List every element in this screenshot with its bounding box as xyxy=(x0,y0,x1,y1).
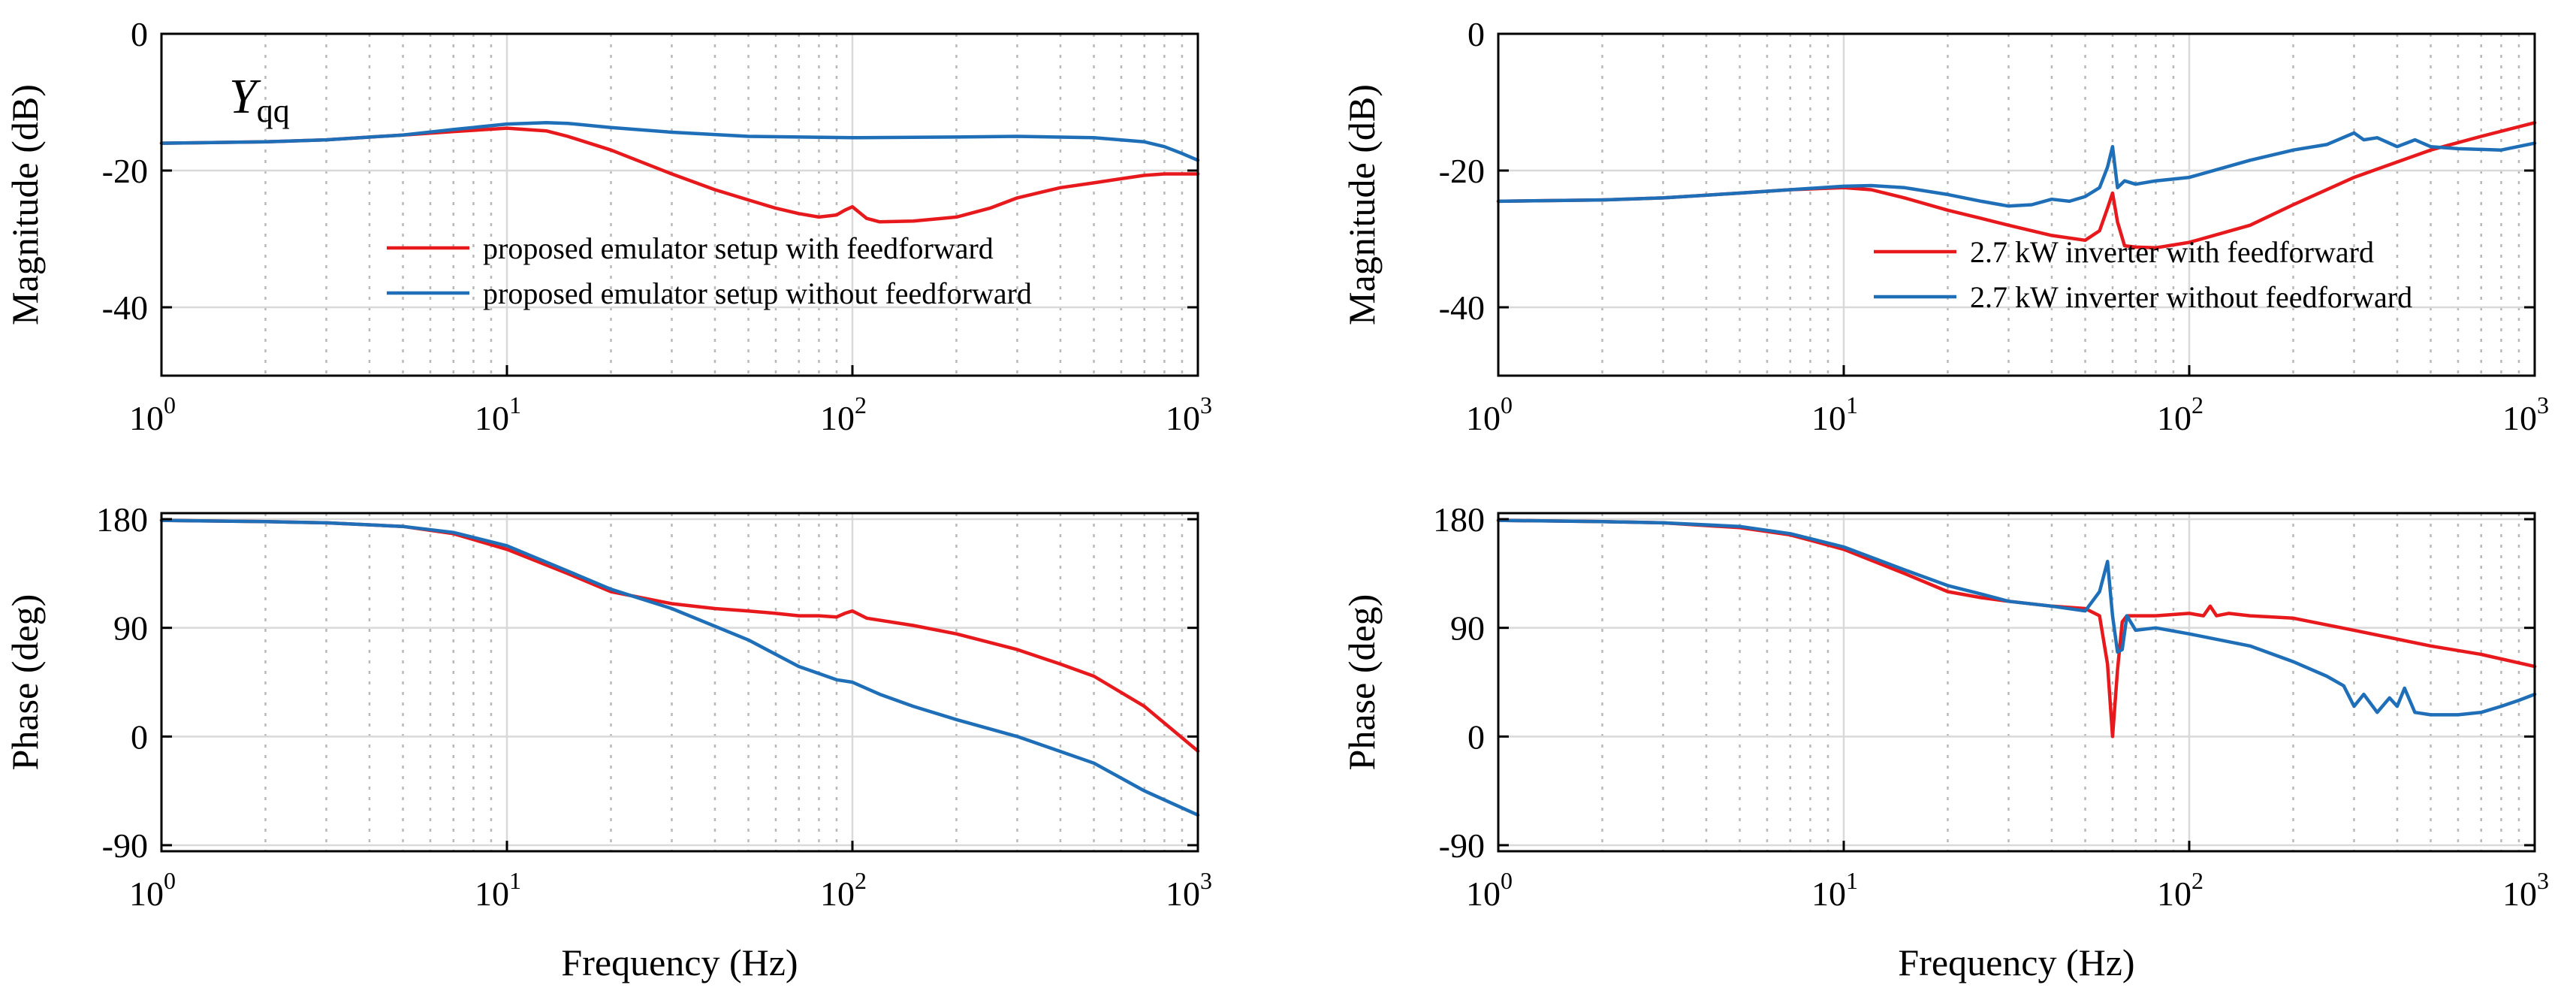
y-tick-label: 0 xyxy=(131,717,148,756)
y-tick-label: -20 xyxy=(102,152,148,190)
y-tick-label: 90 xyxy=(113,609,148,648)
x-tick-label: 101 xyxy=(475,867,521,913)
x-tick-label: 100 xyxy=(129,391,176,437)
y-tick-label: 90 xyxy=(1450,609,1485,648)
x-tick-label: 103 xyxy=(2502,867,2549,913)
x-tick-label: 103 xyxy=(1166,867,1212,913)
plot-frame xyxy=(1497,512,2536,853)
legend-label: proposed emulator setup without feedforw… xyxy=(483,276,1032,310)
x-tick-label: 102 xyxy=(820,867,867,913)
legend-label: proposed emulator setup with feedforward xyxy=(483,231,994,265)
x-tick-label: 100 xyxy=(1466,391,1513,437)
y-tick-label: 180 xyxy=(96,500,148,539)
y-tick-label: -90 xyxy=(102,826,148,865)
y-tick-label: 0 xyxy=(1467,717,1485,756)
x-tick-label: 101 xyxy=(1811,391,1858,437)
plot-frame xyxy=(160,512,1199,853)
y-tick-label: 0 xyxy=(1467,15,1485,53)
x-tick-label: 101 xyxy=(475,391,521,437)
y-tick-label: -20 xyxy=(1439,152,1485,190)
y-tick-label: -90 xyxy=(1439,826,1485,865)
plot-frame xyxy=(160,32,1199,377)
x-tick-label: 103 xyxy=(1166,391,1212,437)
plot-frame xyxy=(1497,32,2536,377)
y-tick-label: 0 xyxy=(131,15,148,53)
y-axis-label: Magnitude (dB) xyxy=(1341,84,1383,325)
y-axis-label: Phase (deg) xyxy=(1341,594,1383,771)
legend-label: 2.7 kW inverter with feedforward xyxy=(1970,235,2374,269)
y-tick-label: -40 xyxy=(1439,289,1485,327)
y-tick-label: -40 xyxy=(102,289,148,327)
series-line-with-feedforward xyxy=(1496,121,2537,250)
x-tick-label: 102 xyxy=(2157,391,2203,437)
x-tick-label: 100 xyxy=(1466,867,1513,913)
x-tick-label: 102 xyxy=(2157,867,2203,913)
x-tick-label: 102 xyxy=(820,391,867,437)
legend-label: 2.7 kW inverter without feedforward xyxy=(1970,280,2412,314)
x-tick-label: 103 xyxy=(2502,391,2549,437)
plot-annotation: Yqq xyxy=(229,69,290,129)
series-line-without-feedforward xyxy=(159,518,1200,817)
x-tick-label: 101 xyxy=(1811,867,1858,913)
series-line-without-feedforward xyxy=(1496,131,2537,208)
magnitude-plot-proposed-emulator: 0 -20 -40 100 101 102 103 Magnitude (dB) Yqq prop… xyxy=(4,15,1212,437)
series-line-with-feedforward xyxy=(159,518,1200,753)
x-axis-label: Frequency (Hz) xyxy=(561,941,798,983)
series-line-with-feedforward xyxy=(1496,518,2537,739)
series-line-without-feedforward xyxy=(159,121,1200,162)
x-tick-label: 100 xyxy=(129,867,176,913)
series-line-without-feedforward xyxy=(1496,518,2537,717)
series-line-with-feedforward xyxy=(159,126,1200,224)
y-axis-label: Phase (deg) xyxy=(4,594,46,771)
magnitude-plot-inverter: 0 -20 -40 100 101 102 103 Magnitude (dB) 2.7 kW … xyxy=(1341,15,2549,437)
x-axis-label: Frequency (Hz) xyxy=(1898,941,2134,983)
y-tick-label: 180 xyxy=(1433,500,1485,539)
y-axis-label: Magnitude (dB) xyxy=(4,84,46,325)
